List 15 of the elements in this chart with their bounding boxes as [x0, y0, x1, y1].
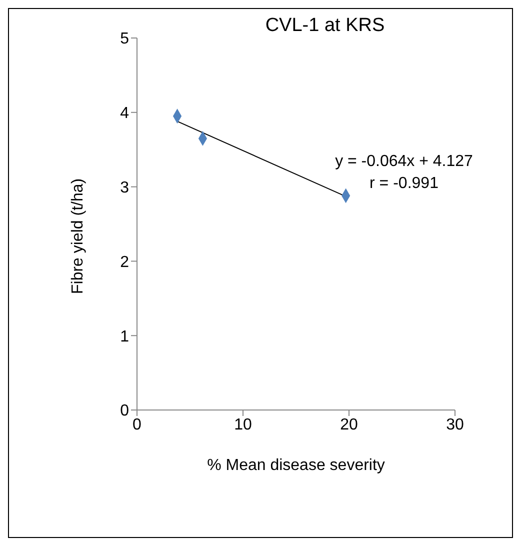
chart-title: CVL-1 at KRS [264, 15, 386, 37]
y-tick-label: 1 [120, 328, 130, 346]
y-axis-title: Fibre yield (t/ha) [70, 178, 87, 294]
y-tick-label: 3 [120, 179, 130, 196]
y-tick-label: 2 [120, 254, 130, 271]
x-tick-label: 10 [234, 416, 252, 434]
y-tick-label: 4 [120, 105, 130, 122]
annotation: y = -0.064x + 4.127 [334, 153, 474, 171]
y-tick-label: 0 [120, 402, 130, 420]
y-tick-label: 5 [120, 30, 130, 48]
x-axis-title: % Mean disease severity [207, 457, 385, 474]
x-tick-label: 0 [132, 416, 142, 434]
x-tick-label: 30 [446, 416, 464, 434]
x-tick-label: 20 [340, 416, 358, 434]
annotation: r = -0.991 [368, 175, 440, 193]
